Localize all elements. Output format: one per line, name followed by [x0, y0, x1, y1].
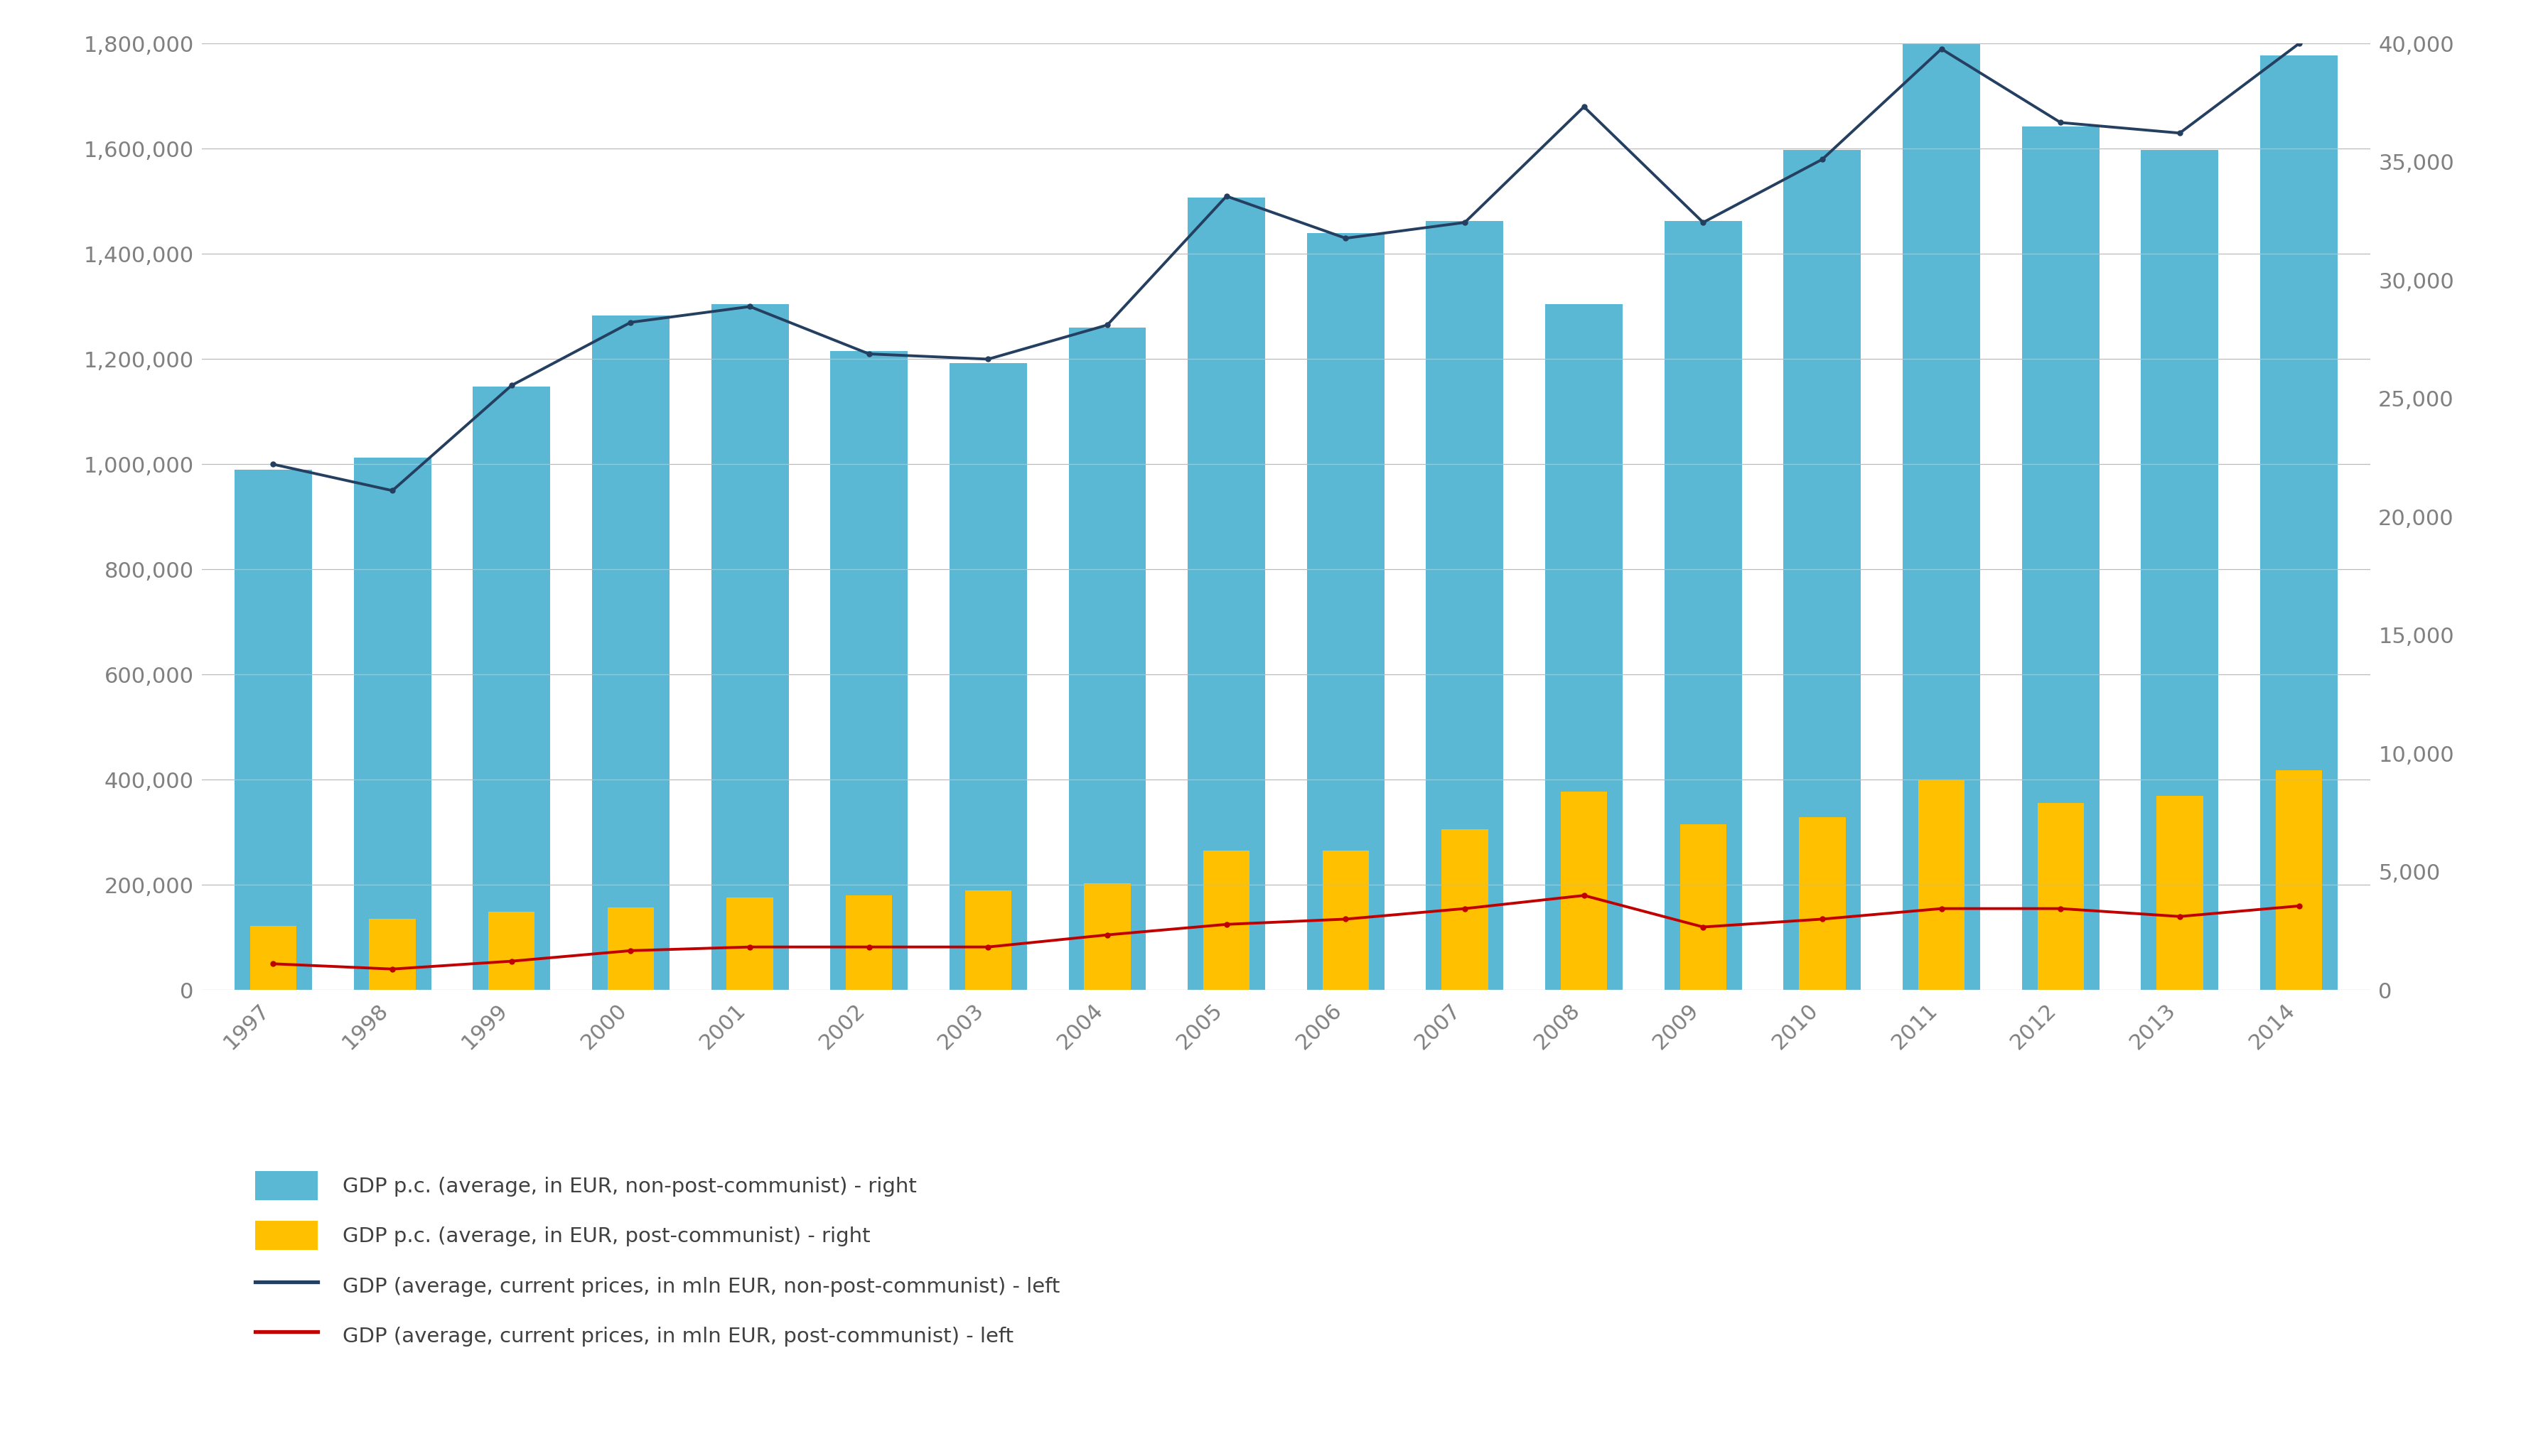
Bar — [711, 304, 789, 990]
Bar — [845, 895, 892, 990]
Bar — [592, 316, 668, 990]
Bar — [353, 457, 431, 990]
Bar — [1782, 150, 1860, 990]
Bar — [1545, 304, 1621, 990]
Bar — [489, 911, 534, 990]
Bar — [1084, 884, 1129, 990]
Bar — [1427, 221, 1503, 990]
Bar — [950, 363, 1026, 990]
Bar — [2274, 770, 2322, 990]
Bar — [2259, 55, 2337, 990]
Bar — [829, 351, 908, 990]
Legend: GDP p.c. (average, in EUR, non-post-communist) - right, GDP p.c. (average, in EU: GDP p.c. (average, in EUR, non-post-comm… — [255, 1171, 1059, 1350]
Bar — [234, 469, 313, 990]
Bar — [2155, 796, 2203, 990]
Bar — [1203, 850, 1250, 990]
Bar — [1187, 198, 1266, 990]
Bar — [608, 907, 653, 990]
Bar — [1918, 779, 1964, 990]
Bar — [368, 919, 416, 990]
Bar — [1069, 328, 1145, 990]
Bar — [2022, 127, 2097, 990]
Bar — [250, 926, 297, 990]
Bar — [1797, 817, 1845, 990]
Bar — [726, 898, 774, 990]
Bar — [1442, 828, 1487, 990]
Bar — [1306, 233, 1384, 990]
Bar — [2037, 804, 2082, 990]
Bar — [1321, 850, 1369, 990]
Bar — [1560, 791, 1606, 990]
Bar — [471, 387, 550, 990]
Bar — [966, 891, 1011, 990]
Bar — [1664, 221, 1742, 990]
Bar — [2140, 150, 2218, 990]
Bar — [1903, 44, 1979, 990]
Bar — [1679, 824, 1727, 990]
